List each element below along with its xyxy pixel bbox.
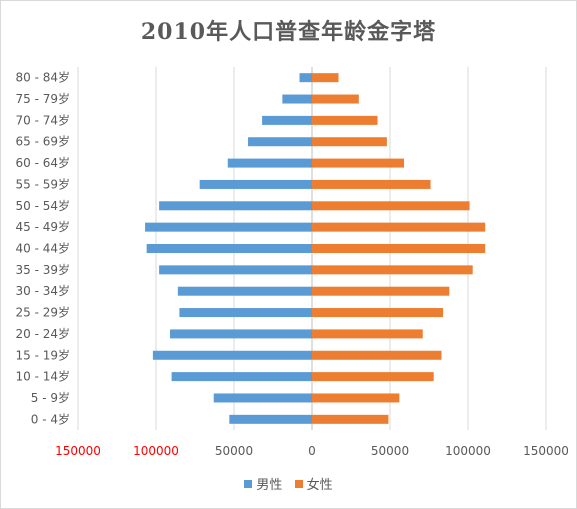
bar-female-13 <box>312 137 387 147</box>
legend-item-male: 男性 <box>244 474 282 493</box>
y-tick-label-2: 10 - 14岁 <box>16 369 71 384</box>
y-tick-label-0: 0 - 4岁 <box>31 411 70 426</box>
chart-title: 2010年人口普查年龄金字塔 <box>140 19 437 45</box>
y-tick-label-5: 25 - 29岁 <box>16 305 71 320</box>
x-tick-label-0: 150000 <box>55 444 101 458</box>
bar-female-0 <box>312 414 389 424</box>
bar-male-13 <box>248 137 312 147</box>
bar-female-4 <box>312 329 423 339</box>
bar-male-1 <box>213 393 312 403</box>
bar-male-11 <box>199 179 312 189</box>
legend-label-female: 女性 <box>306 478 333 493</box>
legend-item-female: 女性 <box>294 474 333 493</box>
y-tick-label-1: 5 - 9岁 <box>31 390 70 405</box>
bar-male-12 <box>227 158 312 168</box>
y-tick-label-11: 55 - 59岁 <box>16 176 71 191</box>
y-tick-label-9: 45 - 49岁 <box>16 219 71 234</box>
bar-male-2 <box>171 372 312 382</box>
bar-male-8 <box>146 244 312 253</box>
x-tick-label-6: 150000 <box>523 444 569 458</box>
bar-female-8 <box>312 244 486 253</box>
bar-female-3 <box>312 350 442 360</box>
bar-female-10 <box>312 201 470 211</box>
bar-female-12 <box>312 158 405 168</box>
legend-swatch-female <box>294 479 303 488</box>
chart-legend: 男性 女性 <box>0 474 577 493</box>
bar-female-5 <box>312 308 444 318</box>
y-tick-label-7: 35 - 39岁 <box>16 262 71 277</box>
bar-female-6 <box>312 286 450 296</box>
y-tick-label-15: 75 - 79岁 <box>16 91 71 106</box>
bar-female-2 <box>312 372 434 382</box>
y-tick-label-4: 20 - 24岁 <box>16 326 71 341</box>
x-tick-label-5: 100000 <box>445 444 491 458</box>
bar-male-14 <box>262 115 312 125</box>
bar-male-10 <box>159 201 312 211</box>
bar-female-9 <box>312 222 486 232</box>
y-tick-label-3: 15 - 19岁 <box>16 347 71 362</box>
x-tick-label-3: 0 <box>308 444 316 458</box>
bar-female-11 <box>312 179 431 189</box>
x-tick-label-1: 100000 <box>133 444 179 458</box>
bar-male-0 <box>229 414 312 424</box>
x-tick-label-2: 50000 <box>215 444 253 458</box>
bar-male-15 <box>282 94 312 104</box>
legend-swatch-male <box>244 479 253 488</box>
y-tick-label-14: 70 - 74岁 <box>16 112 71 127</box>
bar-male-5 <box>179 308 312 318</box>
bar-male-7 <box>159 265 312 275</box>
y-tick-label-16: 80 - 84岁 <box>16 70 71 85</box>
bar-male-9 <box>145 222 312 232</box>
y-tick-label-10: 50 - 54岁 <box>16 198 71 213</box>
bar-female-16 <box>312 73 339 83</box>
bar-female-15 <box>312 94 359 104</box>
y-tick-label-13: 65 - 69岁 <box>16 134 71 149</box>
y-tick-label-12: 60 - 64岁 <box>16 155 71 170</box>
bar-male-6 <box>177 286 312 296</box>
legend-label-male: 男性 <box>256 478 283 493</box>
bar-female-1 <box>312 393 400 403</box>
y-tick-label-8: 40 - 44岁 <box>16 241 71 256</box>
bar-male-3 <box>152 350 312 360</box>
bar-female-7 <box>312 265 473 275</box>
bar-female-14 <box>312 115 378 125</box>
y-tick-label-6: 30 - 34岁 <box>16 283 71 298</box>
bar-male-16 <box>299 73 312 83</box>
x-tick-label-4: 50000 <box>371 444 409 458</box>
bar-male-4 <box>170 329 312 339</box>
